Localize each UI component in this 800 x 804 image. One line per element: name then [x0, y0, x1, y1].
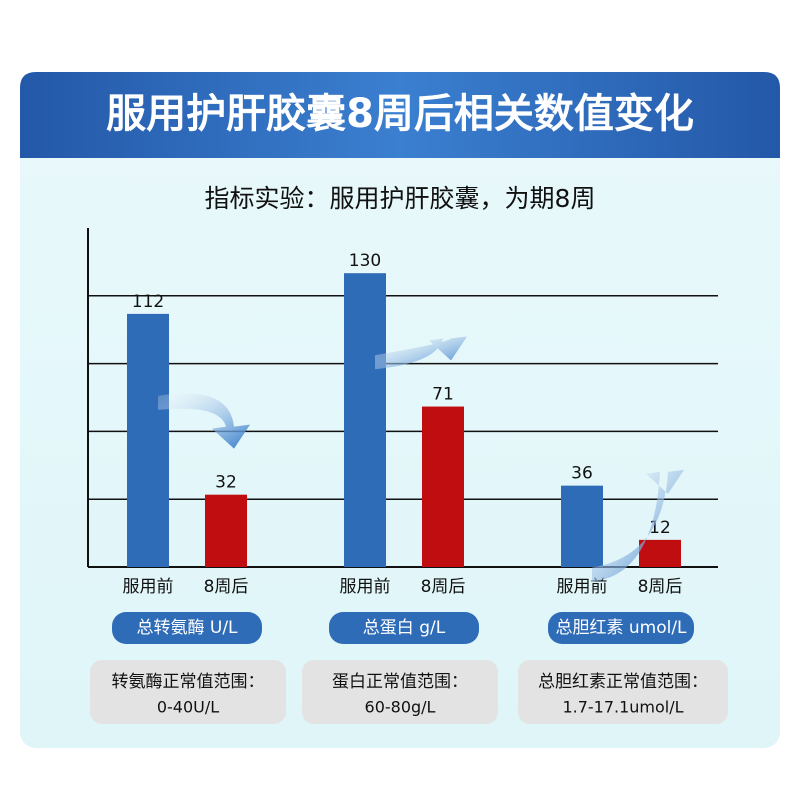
header — [20, 72, 780, 158]
arrow — [158, 393, 250, 449]
bar-label: 8周后 — [204, 577, 249, 597]
bar — [422, 406, 464, 567]
arrow — [375, 336, 467, 370]
bar — [344, 273, 386, 567]
title: 服用护肝胶囊8周后相关数值变化 — [106, 91, 694, 137]
bar-label: 8周后 — [638, 577, 683, 597]
value-label: 36 — [571, 464, 593, 484]
bar — [205, 494, 247, 567]
bar — [561, 485, 603, 567]
arrow — [592, 469, 684, 582]
note-box — [90, 660, 286, 724]
bar — [639, 539, 681, 567]
value-label: 112 — [132, 292, 164, 312]
note-range: 60-80g/L — [365, 698, 436, 717]
bar-label: 8周后 — [421, 577, 466, 597]
value-label: 71 — [432, 385, 454, 405]
bar-label: 服用前 — [123, 577, 174, 597]
category-pill — [329, 612, 479, 644]
bar-label: 服用前 — [557, 577, 608, 597]
note-title: 转氨酶正常值范围： — [112, 672, 265, 692]
card — [20, 72, 780, 748]
category-pill — [548, 612, 694, 644]
bar — [127, 313, 169, 567]
note-box — [302, 660, 498, 724]
value-label: 130 — [349, 251, 381, 271]
bar-label: 服用前 — [340, 577, 391, 597]
category-label: 总转氨酶 U/L — [136, 618, 238, 638]
note-range: 0-40U/L — [157, 698, 219, 717]
note-title: 蛋白正常值范围： — [332, 672, 468, 692]
category-pill — [112, 612, 262, 644]
note-title: 总胆红素正常值范围： — [538, 672, 708, 692]
category-label: 总胆红素 umol/L — [555, 618, 687, 638]
value-label: 32 — [215, 473, 237, 493]
note-range: 1.7-17.1umol/L — [562, 698, 683, 717]
category-label: 总蛋白 g/L — [363, 618, 446, 638]
note-box — [518, 660, 728, 724]
subtitle: 指标实验：服用护肝胶囊，为期8周 — [205, 184, 596, 213]
